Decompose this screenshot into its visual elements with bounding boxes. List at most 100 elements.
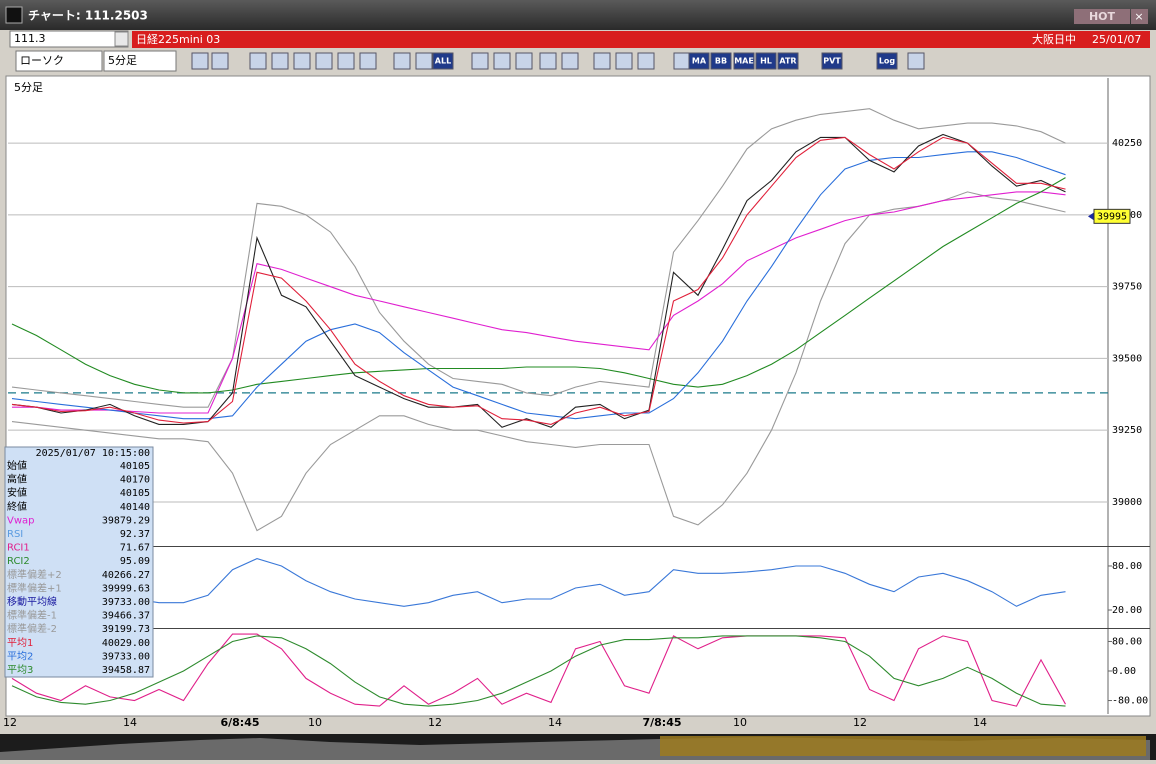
info-value: 40105 <box>120 488 150 499</box>
info-label: 終値 <box>7 500 27 513</box>
symbol-code: 111.3 <box>14 32 46 45</box>
tool-icon[interactable] <box>315 52 333 70</box>
info-value: 39999.63 <box>102 583 150 594</box>
info-value: 39458.87 <box>102 665 150 676</box>
info-label: 平均2 <box>7 650 33 662</box>
tool-button[interactable] <box>777 52 799 70</box>
info-value: 39733.00 <box>102 597 150 608</box>
info-label: RCI1 <box>7 543 30 554</box>
toolbar-icons: ALL MA BB MAE HL ATR PVT Log <box>191 52 925 70</box>
tool-button[interactable] <box>710 52 732 70</box>
series-line <box>11 635 1066 707</box>
info-label: 標準偏差-2 <box>7 622 57 635</box>
tool-icon[interactable] <box>191 52 209 70</box>
info-label: 高値 <box>7 473 27 486</box>
tool-icon[interactable] <box>615 52 633 70</box>
y-tick-label: 39500 <box>1112 353 1142 364</box>
tool-button-label: ALL <box>435 57 451 66</box>
tool-icon[interactable] <box>539 52 557 70</box>
tool-button[interactable] <box>432 52 454 70</box>
x-tick-label: 10 <box>308 716 322 729</box>
dropdown-arrow[interactable] <box>114 31 129 47</box>
tool-icon[interactable] <box>471 52 489 70</box>
tool-button[interactable] <box>688 52 710 70</box>
tool-icon[interactable] <box>293 52 311 70</box>
info-label: Vwap <box>7 515 35 526</box>
tool-button[interactable] <box>876 52 898 70</box>
tool-icon[interactable] <box>593 52 611 70</box>
tool-icon[interactable] <box>637 52 655 70</box>
tool-button-label: Log <box>879 57 896 66</box>
tool-icon[interactable] <box>337 52 355 70</box>
chart-area <box>5 75 1151 717</box>
series-line <box>11 191 1066 532</box>
x-tick-label: 14 <box>123 716 137 729</box>
title-bar <box>0 0 1156 30</box>
info-label: 標準偏差+2 <box>7 568 62 581</box>
tool-button[interactable] <box>821 52 843 70</box>
tool-button[interactable] <box>733 52 755 70</box>
x-tick-label: 10 <box>733 716 747 729</box>
x-tick-label: 7/8:45 <box>642 716 681 729</box>
tool-icon[interactable] <box>271 52 289 70</box>
chart-type-select[interactable] <box>15 50 103 72</box>
tool-icon[interactable] <box>249 52 267 70</box>
symbol-banner <box>132 31 1150 48</box>
info-label: 標準偏差+1 <box>7 581 62 594</box>
tool-icon[interactable] <box>907 52 925 70</box>
series-line <box>11 558 1066 607</box>
info-value: 71.67 <box>120 543 150 554</box>
hot-button[interactable] <box>1074 9 1130 24</box>
scroll-thumb[interactable] <box>660 736 1146 756</box>
series-line <box>11 151 1066 420</box>
y-tick-label: 39750 <box>1112 282 1142 293</box>
tool-icon[interactable] <box>415 52 433 70</box>
y-tick-label: 39000 <box>1112 497 1142 508</box>
info-timestamp: 2025/01/07 10:15:00 <box>36 448 150 459</box>
y-tick-label: 40250 <box>1112 138 1142 149</box>
info-value: 40140 <box>120 502 150 513</box>
tool-icon[interactable] <box>211 52 229 70</box>
series-line <box>11 136 1066 425</box>
series-line <box>11 633 1066 707</box>
session-date: 25/01/07 <box>1092 33 1141 46</box>
tool-icon[interactable] <box>493 52 511 70</box>
tool-button-label: MAE <box>734 57 754 66</box>
info-value: 40170 <box>120 475 150 486</box>
info-value: 40266.27 <box>102 570 150 581</box>
tool-button-label: ATR <box>779 57 796 66</box>
tool-icon[interactable] <box>393 52 411 70</box>
price-marker <box>1088 212 1094 221</box>
y-tick-label: 39250 <box>1112 425 1142 436</box>
tool-button-label: HL <box>760 57 772 66</box>
tool-button-label: PVT <box>823 57 841 66</box>
tool-button[interactable] <box>755 52 777 70</box>
info-label: 移動平均線 <box>7 595 57 608</box>
y-tick-label: 0.00 <box>1112 666 1136 677</box>
info-value: 95.09 <box>120 556 150 567</box>
period-select[interactable] <box>103 50 177 72</box>
close-button[interactable] <box>1131 9 1148 24</box>
tool-icon[interactable] <box>515 52 533 70</box>
tool-icon[interactable] <box>359 52 377 70</box>
window-title: チャート: 111.2503 <box>28 9 148 23</box>
y-tick-label: -80.00 <box>1112 696 1148 707</box>
symbol-name: 日経225mini 03 <box>136 33 220 46</box>
x-tick-label: 12 <box>853 716 867 729</box>
series-line <box>12 191 1066 414</box>
x-tick-label: 14 <box>973 716 987 729</box>
info-label: 標準偏差-1 <box>7 609 57 622</box>
x-tick-label: 6/8:45 <box>220 716 259 729</box>
series-line <box>11 133 1066 428</box>
info-panel <box>4 446 154 678</box>
tool-icon[interactable] <box>673 52 691 70</box>
tool-button-label: BB <box>715 57 727 66</box>
series-line <box>11 177 1066 394</box>
info-value: 40029.00 <box>102 638 150 649</box>
info-label: 平均1 <box>7 637 33 649</box>
info-value: 92.37 <box>120 529 150 540</box>
panel-label: 5分足 <box>14 81 43 94</box>
info-value: 39879.29 <box>102 515 150 526</box>
tool-icon[interactable] <box>561 52 579 70</box>
